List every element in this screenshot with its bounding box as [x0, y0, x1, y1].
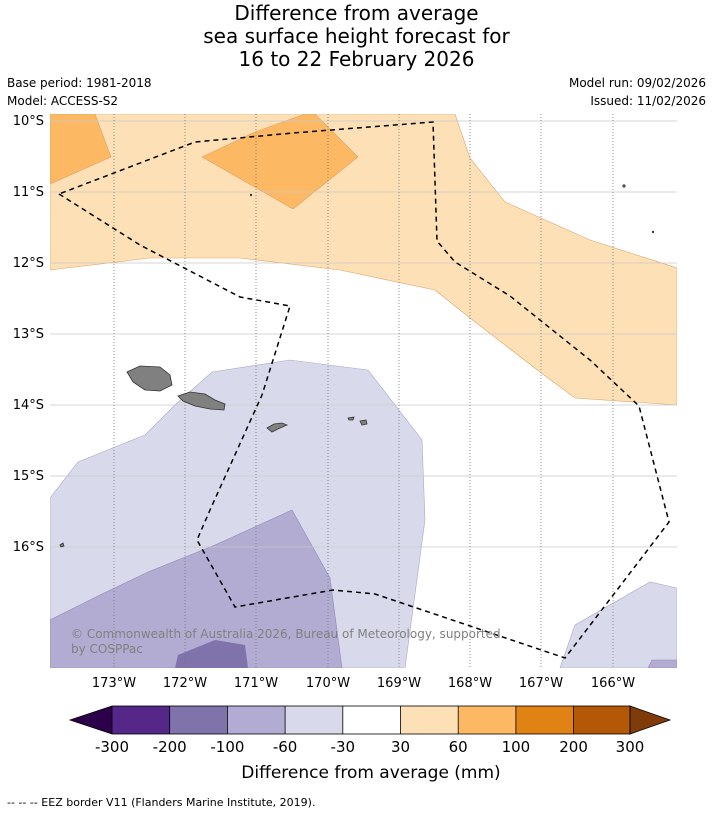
colorbar-bin-7 [458, 706, 516, 734]
island-savaii [126, 365, 173, 392]
colorbar-tick-minus-60: -60 [273, 738, 298, 756]
island-manua-2 [359, 419, 368, 426]
colorbar-tick-30: 30 [391, 738, 410, 756]
lon-label-169w: 169°W [377, 676, 421, 691]
lon-label-173w: 173°W [92, 676, 136, 691]
map-title: Difference from average sea surface heig… [0, 2, 713, 71]
colorbar-bin-8 [515, 706, 574, 734]
anomaly-region-60-100-north [201, 114, 359, 210]
lat-label-10s: 10°S [13, 114, 44, 129]
colorbar-bin-9 [573, 706, 630, 734]
lat-label-14s: 14°S [13, 398, 44, 413]
colorbar-tick-minus-300: -300 [95, 738, 129, 756]
lon-label-167w: 167°W [519, 676, 563, 691]
colorbar-title: Difference from average (mm) [241, 763, 500, 783]
colorbar-tick-minus-30: -30 [331, 738, 356, 756]
title-line-3: 16 to 22 February 2026 [238, 47, 475, 71]
model-run-text: Model run: 09/02/2026 [568, 76, 706, 90]
latitude-gridlines [50, 120, 677, 548]
eez-border-legend: -- -- -- EEZ border V11 (Flanders Marine… [7, 796, 316, 809]
colorbar-bin-3 [227, 706, 286, 734]
colorbar-tick-minus-100: -100 [210, 738, 244, 756]
issued-text: Issued: 11/02/2026 [590, 94, 706, 108]
colorbar-bin-2 [169, 706, 228, 734]
anomaly-region-60-100-northwest [50, 114, 112, 185]
colorbar-tick-200: 200 [559, 738, 588, 756]
lon-label-168w: 168°W [448, 676, 492, 691]
colorbar-extend-min [68, 705, 113, 735]
colorbar-extend-max [629, 705, 672, 735]
colorbar-bin-6 [400, 706, 459, 734]
copyright-line-2: by COSPPac [71, 642, 143, 656]
latitude-labels: 10°S 11°S 12°S 13°S 14°S 15°S 16°S [13, 114, 44, 555]
lat-label-16s: 16°S [13, 540, 44, 555]
island-west [59, 542, 65, 548]
colorbar-bin-4 [285, 706, 343, 734]
colorbar-tick-60: 60 [449, 738, 468, 756]
lat-label-12s: 12°S [13, 256, 44, 271]
title-line-1: Difference from average [234, 1, 479, 25]
model-text: Model: ACCESS-S2 [7, 94, 119, 108]
lon-label-170w: 170°W [306, 676, 350, 691]
lon-label-172w: 172°W [163, 676, 207, 691]
colorbar-separators [169, 706, 574, 734]
island-upolu [177, 391, 226, 411]
lat-label-15s: 15°S [13, 469, 44, 484]
lon-label-166w: 166°W [591, 676, 635, 691]
colorbar-bin-5 [342, 706, 401, 734]
title-line-2: sea surface height forecast for [203, 24, 510, 48]
colorbar-frame [111, 705, 631, 735]
land-masses [59, 184, 655, 548]
lon-label-171w: 171°W [234, 676, 278, 691]
anomaly-region-minus-60-100 [50, 509, 343, 668]
lat-label-13s: 13°S [13, 327, 44, 342]
anomaly-region-minus-60-100-east [647, 659, 677, 668]
anomaly-region-30-60 [50, 114, 677, 406]
island-small-east [651, 230, 655, 234]
island-small-north [249, 193, 253, 197]
colorbar: -300 -200 -100 -60 -30 30 60 100 200 300… [68, 705, 672, 783]
island-tutuila [266, 422, 289, 433]
colorbar-tick-minus-200: -200 [153, 738, 187, 756]
colorbar-tick-300: 300 [616, 738, 645, 756]
longitude-labels: 173°W 172°W 171°W 170°W 169°W 168°W 167°… [92, 676, 635, 691]
anomaly-region-minus-30-60-east [559, 581, 677, 668]
anomaly-region-minus-100-200 [175, 640, 248, 668]
meta-left: Base period: 1981-2018 Model: ACCESS-S2 [7, 74, 152, 110]
longitude-gridlines [113, 114, 614, 668]
colorbar-tick-100: 100 [502, 738, 531, 756]
base-period-text: Base period: 1981-2018 [7, 76, 152, 90]
island-manua-1 [347, 416, 355, 421]
eez-border-samoa [58, 121, 670, 659]
map-area: © Commonwealth of Australia 2026, Bureau… [50, 114, 677, 668]
island-swains [622, 184, 626, 188]
copyright-line-1: © Commonwealth of Australia 2026, Bureau… [71, 627, 501, 641]
colorbar-bin-1 [112, 706, 170, 734]
meta-right: Model run: 09/02/2026 Issued: 11/02/2026 [569, 74, 706, 110]
lat-label-11s: 11°S [13, 185, 44, 200]
